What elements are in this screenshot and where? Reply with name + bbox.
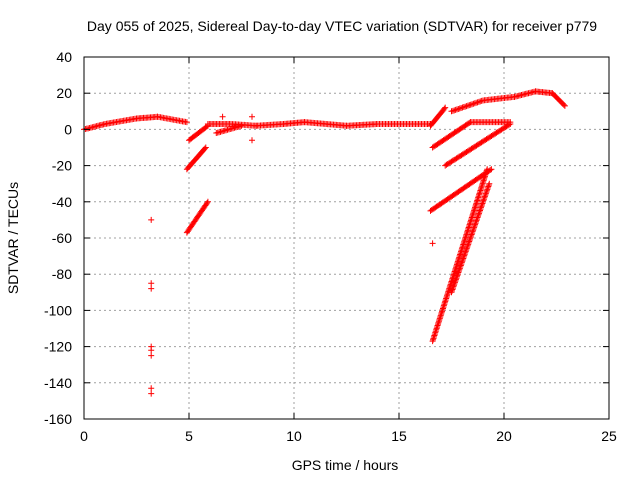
y-tick-label: 20 — [56, 85, 72, 101]
y-tick-label: -60 — [52, 230, 72, 246]
data-point — [219, 113, 226, 120]
x-tick-label: 10 — [286, 428, 302, 444]
tick-layer: 0 5 10 15 20 25 40 20 0 -20 -40 -60 -80 -100 -120 -140 -… — [44, 49, 617, 444]
data-point — [249, 137, 255, 144]
data-point — [466, 119, 473, 126]
data-point — [560, 101, 567, 108]
data-point — [487, 167, 494, 174]
data-point — [204, 198, 211, 205]
chart-title: Day 055 of 2025, Sidereal Day-to-day VTE… — [87, 18, 597, 34]
data-point — [148, 285, 155, 292]
data-point — [429, 240, 436, 247]
data-point — [507, 120, 514, 127]
data-point — [148, 347, 155, 354]
data-point — [183, 119, 190, 126]
data-point — [441, 105, 448, 112]
series-arc-3 — [448, 88, 568, 115]
data-point — [204, 122, 211, 129]
x-tick-label: 15 — [391, 428, 407, 444]
data-point — [148, 216, 155, 223]
data-point — [484, 166, 491, 173]
data-point — [238, 122, 245, 129]
y-tick-label: -80 — [52, 266, 72, 282]
series-arc-1 — [183, 122, 245, 236]
data-point — [204, 200, 211, 207]
data-point — [148, 390, 155, 397]
y-tick-label: -120 — [44, 339, 72, 355]
grid-layer — [84, 57, 609, 419]
data-point — [202, 144, 209, 151]
x-tick-label: 20 — [496, 428, 512, 444]
series-arc-2 — [427, 104, 514, 345]
x-axis-title: GPS time / hours — [292, 457, 399, 473]
data-point — [442, 104, 449, 111]
x-tick-label: 0 — [80, 428, 88, 444]
series-baseline — [81, 113, 434, 133]
y-tick-label: -140 — [44, 375, 72, 391]
y-axis-title: SDTVAR / TECUs — [5, 182, 21, 294]
y-tick-label: 0 — [64, 121, 72, 137]
x-tick-label: 25 — [601, 428, 617, 444]
y-tick-label: -40 — [52, 194, 72, 210]
data-layer — [81, 88, 568, 397]
data-point — [148, 352, 155, 359]
data-point — [249, 113, 255, 120]
data-point — [561, 102, 568, 109]
x-tick-label: 5 — [185, 428, 193, 444]
y-tick-label: -160 — [44, 411, 72, 427]
y-tick-label: -100 — [44, 302, 72, 318]
y-tick-label: 40 — [56, 49, 72, 65]
y-tick-label: -20 — [52, 158, 72, 174]
data-point — [203, 123, 210, 130]
data-point — [486, 180, 493, 187]
data-point — [506, 121, 513, 128]
series-outliers — [148, 113, 436, 397]
data-point — [148, 385, 155, 392]
data-point — [201, 145, 208, 152]
data-point — [148, 280, 155, 287]
